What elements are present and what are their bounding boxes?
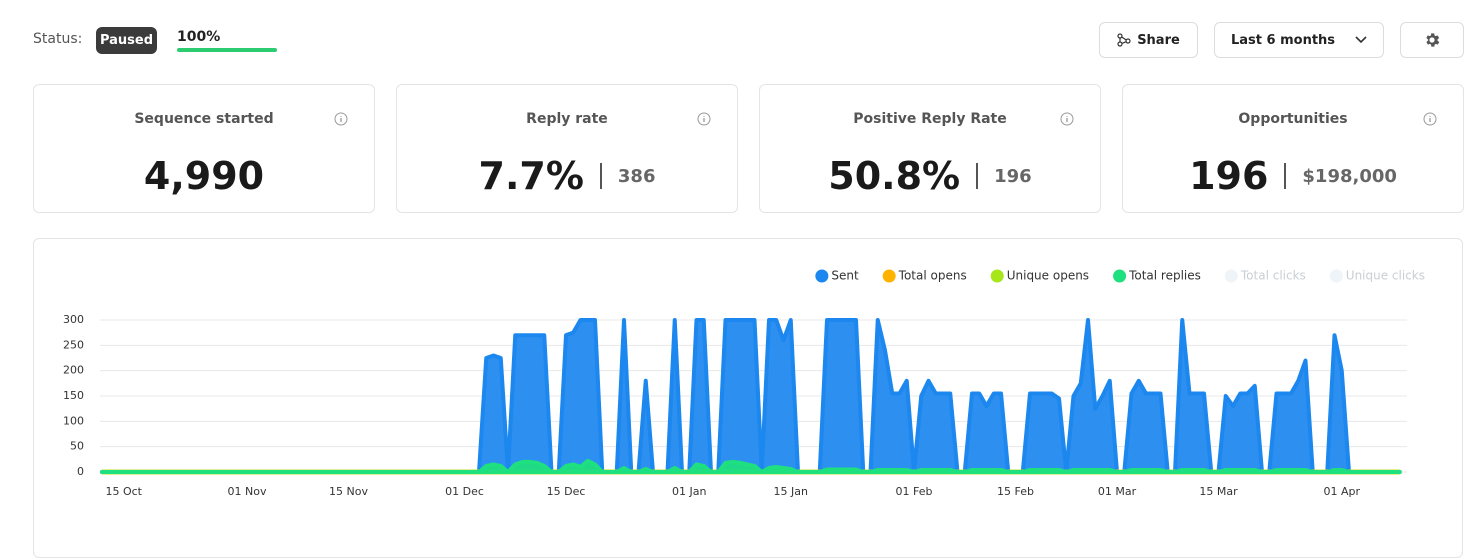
stat-card: Reply rate 7.7% 386 — [396, 84, 738, 213]
legend-label: Total clicks — [1240, 269, 1306, 283]
range-dropdown[interactable]: Last 6 months — [1214, 22, 1384, 58]
x-tick-label: 15 Feb — [997, 485, 1034, 498]
gear-icon — [1426, 33, 1440, 47]
stat-card: Positive Reply Rate 50.8% 196 — [759, 84, 1101, 213]
x-tick-label: 01 Mar — [1098, 485, 1137, 498]
legend-swatch — [815, 269, 829, 283]
x-tick-label: 01 Dec — [445, 485, 484, 498]
legend-item[interactable]: Unique clicks — [1329, 269, 1425, 283]
legend-swatch — [882, 269, 896, 283]
legend-item[interactable]: Unique opens — [990, 269, 1089, 283]
progress-track — [177, 48, 277, 52]
legend-item[interactable]: Sent — [815, 269, 859, 283]
y-tick-label: 50 — [70, 440, 84, 453]
page: {"header": {"status_label": "Status:", "… — [33, 22, 1464, 558]
status-pill: Paused — [96, 27, 157, 54]
legend-label: Total opens — [898, 269, 967, 283]
status-label: Status: — [33, 31, 83, 47]
legend-item[interactable]: Total opens — [882, 269, 967, 283]
card-secondary: $198,000 — [1302, 165, 1397, 187]
separator — [1284, 163, 1287, 189]
legend-label: Total replies — [1128, 269, 1201, 283]
info-icon[interactable] — [697, 112, 711, 126]
card-secondary: 196 — [994, 165, 1032, 187]
card-value: 4,990 — [143, 154, 265, 198]
x-tick-label: 15 Jan — [774, 485, 808, 498]
share-text: Share — [1137, 32, 1180, 48]
info-icon[interactable] — [1423, 112, 1437, 126]
card-title: Opportunities — [1238, 111, 1348, 127]
range-text: Last 6 months — [1231, 32, 1336, 48]
card-value: 196 — [1189, 154, 1269, 198]
chart: 0 50 100 150 200 250 300 15 Oct 01 Nov 15 Nov 01 D… — [63, 269, 1425, 499]
legend-item[interactable]: Total clicks — [1224, 269, 1306, 283]
progress-fill — [177, 48, 277, 52]
share-icon — [1117, 33, 1131, 47]
y-tick-label: 250 — [63, 338, 84, 351]
x-tick-label: 15 Mar — [1199, 485, 1238, 498]
card-value: 7.7% — [478, 154, 584, 198]
settings-button[interactable] — [1400, 22, 1464, 58]
y-tick-label: 150 — [63, 389, 84, 402]
separator — [599, 163, 602, 189]
card-value: 50.8% — [828, 154, 961, 198]
legend-label: Unique opens — [1007, 269, 1089, 283]
legend-swatch — [1224, 269, 1238, 283]
chevron — [1355, 36, 1367, 44]
x-tick-label: 01 Nov — [228, 485, 267, 498]
card-title: Positive Reply Rate — [853, 111, 1007, 127]
card-secondary: 386 — [617, 165, 656, 187]
legend-label: Unique clicks — [1346, 269, 1425, 283]
legend-label: Sent — [831, 269, 859, 283]
legend-swatch — [1113, 269, 1127, 283]
x-tick-label: 15 Oct — [105, 485, 142, 498]
x-tick-label: 01 Jan — [672, 485, 706, 498]
x-tick-label: 01 Apr — [1323, 485, 1360, 498]
y-tick-label: 0 — [77, 465, 84, 478]
separator — [976, 163, 979, 189]
info-icon[interactable] — [334, 112, 348, 126]
legend-swatch — [1329, 269, 1343, 283]
legend-item[interactable]: Total replies — [1113, 269, 1201, 283]
y-tick-label: 100 — [63, 414, 84, 427]
share-button[interactable]: Share — [1099, 22, 1198, 58]
area — [100, 458, 1402, 474]
card-title: Sequence started — [134, 111, 274, 127]
y-tick-label: 300 — [63, 313, 84, 326]
x-tick-label: 01 Feb — [896, 485, 933, 498]
x-tick-label: 15 Nov — [329, 485, 368, 498]
stat-card: Opportunities 196 $198,000 — [1122, 84, 1464, 213]
info-icon[interactable] — [1060, 112, 1074, 126]
card-title: Reply rate — [526, 111, 608, 127]
x-tick-label: 15 Dec — [547, 485, 586, 498]
stat-card: Sequence started 4,990 — [33, 84, 375, 213]
y-tick-label: 200 — [63, 364, 84, 377]
legend-swatch — [990, 269, 1004, 283]
progress-label: 100% — [177, 29, 221, 45]
